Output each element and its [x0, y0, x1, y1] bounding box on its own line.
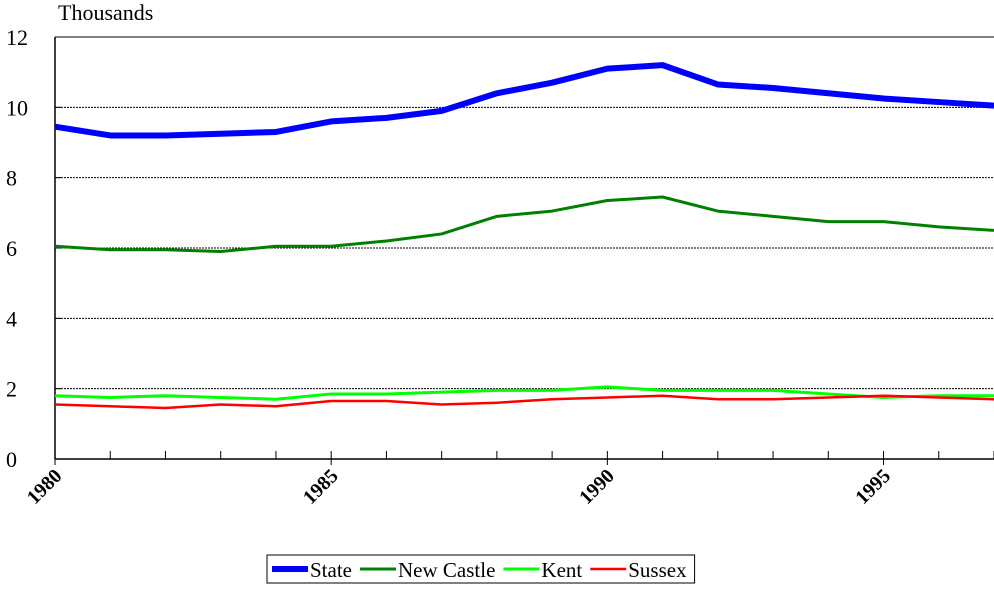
series-line — [54, 394, 994, 410]
y-tick-label: 8 — [6, 166, 17, 191]
y-tick-label: 12 — [6, 25, 28, 50]
y-tick-label: 6 — [6, 236, 17, 261]
y-tick-label: 10 — [6, 95, 28, 120]
x-tick-label: 1985 — [299, 465, 343, 509]
x-tick-label: 1980 — [23, 465, 67, 509]
y-tick-label: 0 — [6, 447, 17, 472]
x-tick-label: 1995 — [851, 465, 895, 509]
legend-label: New Castle — [398, 558, 495, 582]
y-tick-label: 2 — [6, 377, 17, 402]
y-axis-label: Thousands — [58, 0, 153, 25]
legend-label: State — [310, 558, 352, 582]
legend: State New Castle Kent Sussex — [266, 554, 696, 584]
legend-label: Sussex — [628, 558, 687, 582]
series-line — [54, 385, 994, 401]
legend-label: Kent — [541, 558, 582, 582]
x-tick-label: 1990 — [575, 465, 619, 509]
y-tick-label: 4 — [6, 306, 17, 331]
series-line — [54, 62, 994, 139]
series-line — [54, 195, 994, 254]
